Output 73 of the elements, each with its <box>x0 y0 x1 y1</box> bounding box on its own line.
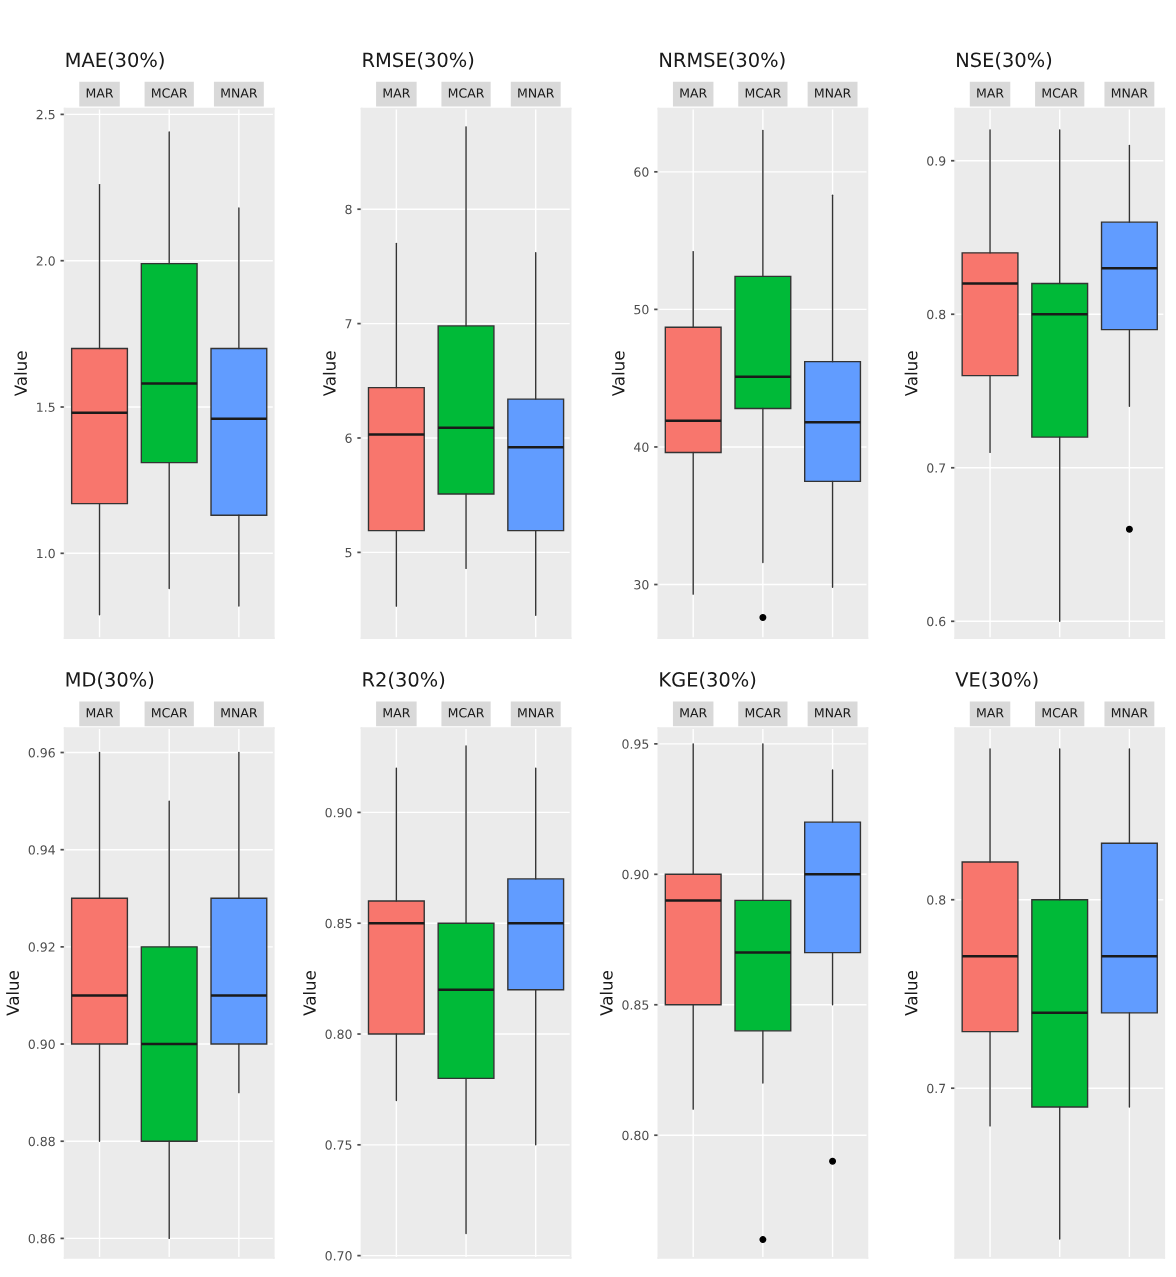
y-axis-title: Value <box>6 971 20 1016</box>
y-tick-label: 0.8 <box>927 895 946 905</box>
y-axis-title: Value <box>904 971 918 1016</box>
x-tick-label: MNAR <box>221 708 258 718</box>
x-tick-label: MNAR <box>518 708 555 718</box>
y-axis-title: Value <box>302 971 316 1016</box>
x-tick-label: MCAR <box>1042 708 1078 718</box>
y-tick-label: 2.5 <box>36 109 55 120</box>
chart-title: NSE(30%) <box>957 52 1052 70</box>
y-axis-title: Value <box>904 351 918 397</box>
y-axis-title: Value <box>599 971 613 1016</box>
x-tick-label: MAR <box>86 88 114 98</box>
x-tick-label: MNAR <box>815 88 851 98</box>
chart-title: MD(30%) <box>66 671 154 690</box>
y-tick-label: 8 <box>345 204 352 215</box>
chart-title: NRMSE(30%) <box>660 52 785 70</box>
y-tick-label: 0.90 <box>622 869 649 880</box>
x-tick-label: MCAR <box>152 88 188 98</box>
x-tick-label: MAR <box>383 708 411 718</box>
chart-title: R2(30%) <box>363 671 445 690</box>
x-tick-label: MCAR <box>745 708 781 718</box>
x-tick-label: MNAR <box>1111 88 1148 98</box>
chart-title: MAE(30%) <box>66 52 164 70</box>
y-tick-label: 1.0 <box>37 548 55 559</box>
y-tick-label: 0.70 <box>325 1251 352 1261</box>
x-tick-label: MNAR <box>1111 708 1148 718</box>
x-tick-label: MCAR <box>152 708 188 718</box>
x-tick-label: MCAR <box>448 88 485 98</box>
y-tick-label: 0.90 <box>325 807 352 818</box>
x-tick-label: MCAR <box>448 708 485 718</box>
x-tick-label: MAR <box>977 88 1004 98</box>
y-tick-label: 0.6 <box>927 616 946 627</box>
y-tick-label: 0.86 <box>28 1233 55 1244</box>
y-tick-label: 0.80 <box>325 1029 352 1039</box>
y-tick-label: 0.75 <box>325 1140 352 1150</box>
y-tick-label: 1.5 <box>37 402 55 412</box>
x-tick-label: MAR <box>680 88 707 98</box>
x-tick-label: MNAR <box>518 88 555 98</box>
y-tick-label: 0.94 <box>28 845 55 855</box>
x-tick-label: MAR <box>977 708 1004 718</box>
y-tick-label: 0.8 <box>927 309 946 320</box>
y-tick-label: 40 <box>634 442 649 452</box>
y-tick-label: 0.7 <box>927 463 946 473</box>
y-tick-label: 7 <box>345 319 352 329</box>
x-tick-label: MNAR <box>221 88 258 98</box>
y-tick-label: 0.95 <box>622 739 649 749</box>
y-tick-label: 0.96 <box>28 747 55 758</box>
chart-title: VE(30%) <box>955 671 1038 690</box>
chart-title: RMSE(30%) <box>363 52 474 70</box>
x-tick-label: MCAR <box>1042 88 1078 98</box>
y-axis-title: Value <box>14 351 27 397</box>
x-tick-label: MAR <box>383 88 411 98</box>
y-tick-label: 0.9 <box>927 156 946 166</box>
x-tick-label: MNAR <box>815 708 851 718</box>
x-tick-label: MCAR <box>745 88 781 98</box>
y-tick-label: 6 <box>345 433 352 443</box>
y-tick-label: 60 <box>634 167 649 177</box>
y-tick-label: 0.80 <box>622 1130 649 1141</box>
x-tick-label: MAR <box>86 708 114 718</box>
y-axis-title: Value <box>611 351 625 397</box>
y-axis-title: Value <box>322 351 336 397</box>
y-tick-label: 0.85 <box>325 918 352 929</box>
y-tick-label: 5 <box>345 548 352 558</box>
y-tick-label: 0.92 <box>28 942 55 952</box>
x-tick-label: MAR <box>680 708 707 718</box>
chart-title: KGE(30%) <box>660 671 756 690</box>
y-tick-label: 0.90 <box>28 1039 55 1049</box>
y-tick-label: 0.7 <box>927 1083 946 1094</box>
y-tick-label: 2.0 <box>36 256 55 266</box>
y-tick-label: 50 <box>634 304 649 315</box>
y-tick-label: 30 <box>634 580 649 590</box>
y-tick-label: 0.88 <box>28 1136 55 1147</box>
y-tick-label: 0.85 <box>622 1000 649 1010</box>
